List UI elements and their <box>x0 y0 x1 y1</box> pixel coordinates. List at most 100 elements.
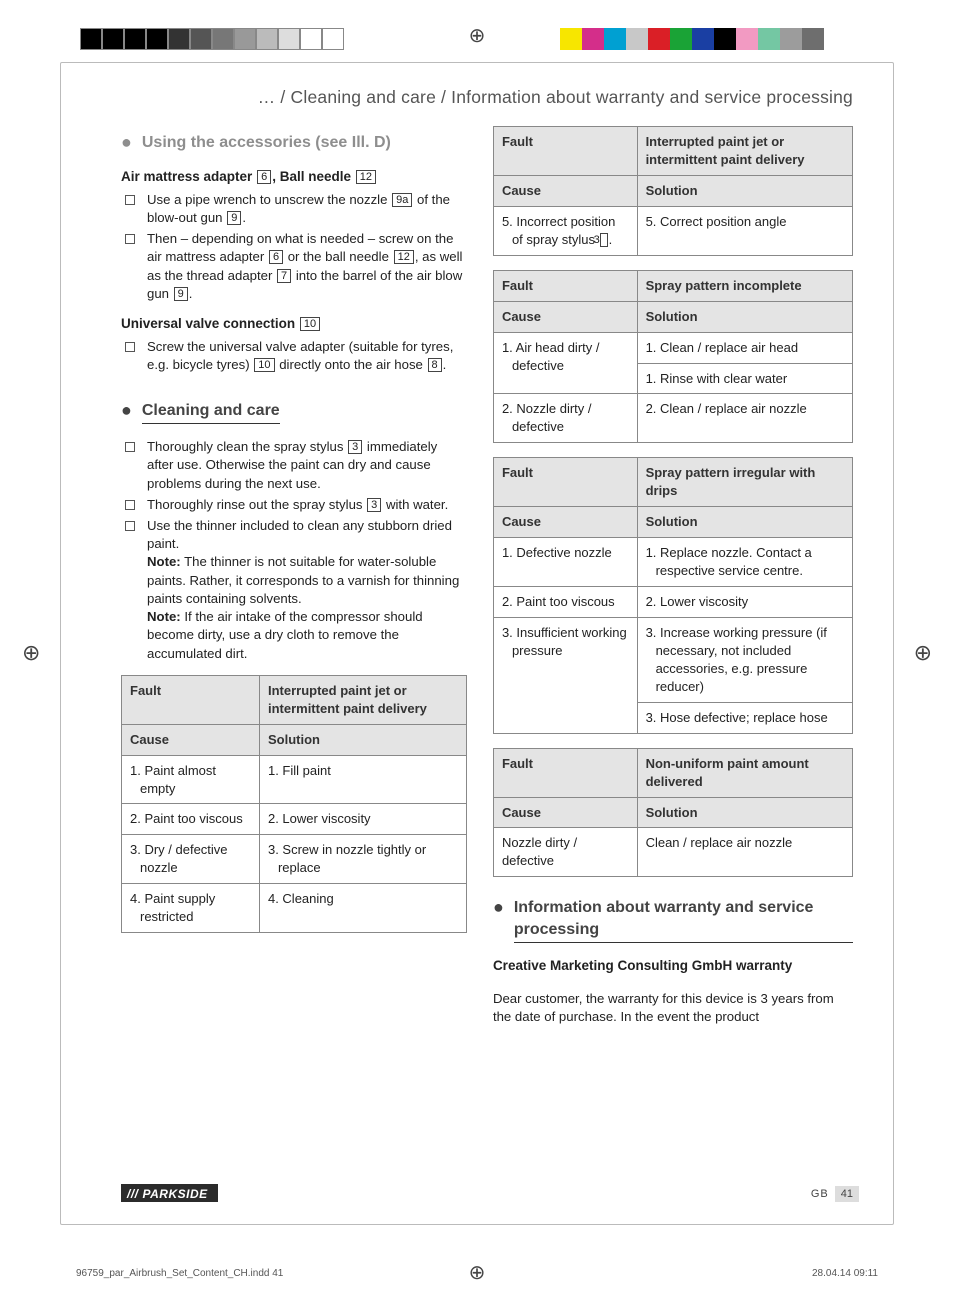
th-fault: Fault <box>122 675 260 724</box>
table-row: 1. Air head dirty / defective 1. Clean /… <box>493 332 852 363</box>
swatch <box>648 28 670 50</box>
list-item: Thoroughly rinse out the spray stylus 3 … <box>121 496 467 514</box>
two-column-layout: ● Using the accessories (see Ill. D) Air… <box>121 126 853 1033</box>
swatch <box>124 28 146 50</box>
th-cause: Cause <box>493 175 637 206</box>
swatch <box>212 28 234 50</box>
bullet-dot-icon: ● <box>121 401 132 419</box>
th-fault-value: Interrupted paint jet or intermittent pa… <box>259 675 466 724</box>
th-fault-value: Non-uniform paint amount delivered <box>637 748 852 797</box>
color-swatch-bar <box>560 28 824 50</box>
swatch <box>714 28 736 50</box>
list-item: Use a pipe wrench to unscrew the nozzle … <box>121 191 467 227</box>
table-row: 3. Dry / defective nozzle3. Screw in noz… <box>122 835 467 884</box>
table-row: 1. Defective nozzle1. Replace nozzle. Co… <box>493 538 852 587</box>
list-item: Use the thinner included to clean any st… <box>121 517 467 663</box>
ref-box-icon: 10 <box>300 317 320 331</box>
th-cause: Cause <box>493 797 637 828</box>
ref-box-icon: 6 <box>269 250 283 264</box>
list-item: Screw the universal valve adapter (suita… <box>121 338 467 374</box>
swatch <box>322 28 344 50</box>
swatch <box>736 28 758 50</box>
ref-box-icon: 3 <box>367 498 381 512</box>
page-frame: … / Cleaning and care / Information abou… <box>60 62 894 1225</box>
swatch <box>802 28 824 50</box>
th-solution: Solution <box>637 797 852 828</box>
th-fault: Fault <box>493 748 637 797</box>
table-row: 2. Paint too viscous2. Lower viscosity <box>493 587 852 618</box>
swatch <box>168 28 190 50</box>
footer-filename: 96759_par_Airbrush_Set_Content_CH.indd 4… <box>76 1268 283 1279</box>
left-column: ● Using the accessories (see Ill. D) Air… <box>121 126 467 1033</box>
right-column: Fault Interrupted paint jet or intermitt… <box>493 126 853 1033</box>
th-fault-value: Interrupted paint jet or intermittent pa… <box>637 127 852 176</box>
list-item: Thoroughly clean the spray stylus 3 imme… <box>121 438 467 493</box>
note-text: Note: The thinner is not suitable for wa… <box>147 553 467 608</box>
th-fault: Fault <box>493 127 637 176</box>
ref-box-icon: 6 <box>257 170 271 184</box>
th-solution: Solution <box>637 507 852 538</box>
warranty-subhead: Creative Marketing Consulting GmbH warra… <box>493 957 853 976</box>
ref-box-icon: 7 <box>277 269 291 283</box>
slash-icon: /// <box>127 1187 139 1201</box>
fault-table-b: Fault Spray pattern incomplete Cause Sol… <box>493 270 853 444</box>
th-cause: Cause <box>493 507 637 538</box>
ref-box-icon: 12 <box>356 170 376 184</box>
bullet-dot-icon: ● <box>493 898 504 916</box>
universal-valve-list: Screw the universal valve adapter (suita… <box>121 338 467 374</box>
swatch <box>670 28 692 50</box>
swatch <box>102 28 124 50</box>
swatch <box>256 28 278 50</box>
th-fault-value: Spray pattern incomplete <box>637 270 852 301</box>
accessories-list: Use a pipe wrench to unscrew the nozzle … <box>121 191 467 303</box>
heading-accessories: ● Using the accessories (see Ill. D) <box>121 132 467 154</box>
ref-box-icon: 10 <box>254 358 274 372</box>
swatch <box>780 28 802 50</box>
registration-mark-bottom: ⊕ <box>466 1261 488 1283</box>
table-row: 1. Paint almost empty1. Fill paint <box>122 755 467 804</box>
swatch <box>692 28 714 50</box>
footer-timestamp: 28.04.14 09:11 <box>812 1268 878 1279</box>
swatch <box>626 28 648 50</box>
th-solution: Solution <box>259 724 466 755</box>
table-row: 5. Incorrect position of spray stylus 3.… <box>493 206 852 255</box>
fault-table-c: Fault Spray pattern irregular with drips… <box>493 457 853 733</box>
swatch <box>190 28 212 50</box>
table-row: 3. Insufficient working pressure3. Incre… <box>493 617 852 702</box>
subhead-universal-valve: Universal valve connection 10 <box>121 315 467 334</box>
cleaning-list: Thoroughly clean the spray stylus 3 imme… <box>121 438 467 663</box>
th-cause: Cause <box>493 301 637 332</box>
swatch <box>80 28 102 50</box>
registration-mark-right: ⊕ <box>914 640 932 666</box>
swatch <box>582 28 604 50</box>
fault-table-a: Fault Interrupted paint jet or intermitt… <box>493 126 853 256</box>
ref-box-icon: 3 <box>348 440 362 454</box>
warranty-body: Dear customer, the warranty for this dev… <box>493 990 853 1026</box>
fault-table-d: Fault Non-uniform paint amount delivered… <box>493 748 853 878</box>
heading-warranty: ● Information about warranty and service… <box>493 897 853 943</box>
list-item: Then – depending on what is needed – scr… <box>121 230 467 303</box>
running-head: … / Cleaning and care / Information abou… <box>121 87 853 108</box>
brand-logo: /// PARKSIDE <box>121 1184 218 1202</box>
ref-box-icon: 9 <box>227 211 241 225</box>
swatch <box>234 28 256 50</box>
swatch <box>278 28 300 50</box>
ref-box-icon: 12 <box>394 250 414 264</box>
swatch <box>300 28 322 50</box>
table-row: 2. Nozzle dirty / defective 2. Clean / r… <box>493 394 852 443</box>
th-solution: Solution <box>637 175 852 206</box>
registration-mark-top: ⊕ <box>466 24 488 46</box>
page-number: GB 41 <box>811 1186 859 1202</box>
th-solution: Solution <box>637 301 852 332</box>
table-row: Nozzle dirty / defectiveClean / replace … <box>493 828 852 877</box>
subhead-air-mattress: Air mattress adapter 6, Ball needle 12 <box>121 168 467 187</box>
table-row: 4. Paint supply restricted4. Cleaning <box>122 884 467 933</box>
ref-box-icon: 3 <box>600 233 608 247</box>
th-fault: Fault <box>493 458 637 507</box>
ref-box-icon: 9a <box>392 193 412 207</box>
grayscale-swatch-bar <box>80 28 344 50</box>
ref-box-icon: 8 <box>428 358 442 372</box>
swatch <box>604 28 626 50</box>
swatch <box>758 28 780 50</box>
th-fault: Fault <box>493 270 637 301</box>
